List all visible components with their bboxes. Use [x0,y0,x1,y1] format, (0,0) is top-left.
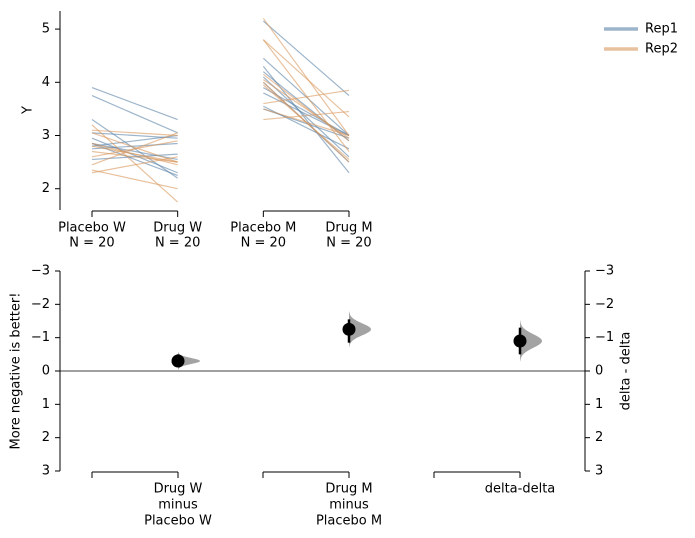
n-label: N = 20 [326,236,371,251]
y-tick-label: 3 [42,464,50,479]
pair-line [263,89,350,105]
x-tick-label: minus [158,498,198,513]
effect-size-point [513,334,527,348]
y-tick-label: 4 [42,75,50,90]
effect-size-point [171,354,185,368]
x-tick-label: Drug M [325,221,372,236]
pair-line [262,73,350,142]
y-tick-label: −3 [31,264,50,279]
pair-line [91,142,178,150]
y2-tick-label: −3 [595,264,614,279]
x-tick-label: Drug W [153,221,202,236]
pair-line [91,87,178,121]
pair-line [91,169,178,190]
pair-line [262,65,350,174]
bottom-y-label: More negative is better! [9,293,24,450]
x-tick-label: delta-delta [485,482,556,497]
bootstrap-distribution [178,352,200,370]
y2-tick-label: 3 [595,464,603,479]
n-label: N = 20 [241,236,286,251]
y2-tick-label: 1 [595,397,603,412]
x-tick-label: Drug M [325,482,372,497]
y-tick-label: −2 [31,297,50,312]
pair-line [263,79,350,139]
top-y-label: Y [21,106,36,115]
x-tick-label: Placebo W [144,514,212,529]
bootstrap-distribution [520,320,542,362]
y2-tick-label: −1 [595,330,614,345]
y2-tick-label: 0 [595,364,603,379]
pair-line [263,108,350,137]
pair-line [91,137,178,174]
pair-line [91,124,179,203]
x-tick-label: Drug W [154,482,203,497]
y-tick-label: 2 [42,430,50,445]
x-tick-label: Placebo M [316,514,382,529]
effect-size-point [342,322,356,336]
pair-line [91,95,178,134]
pair-line [262,18,350,136]
y-tick-label: 2 [42,181,50,196]
x-tick-label: minus [329,498,369,513]
right-y-label: delta - delta [619,332,634,411]
pair-line [91,129,178,137]
pair-line [262,39,350,152]
y-tick-label: 0 [42,364,50,379]
pair-line [262,39,350,118]
y2-tick-label: −2 [595,297,614,312]
pair-line [262,20,350,97]
y2-tick-label: 2 [595,430,603,445]
y-tick-label: 5 [42,22,50,37]
y-tick-label: 3 [42,128,50,143]
legend-label: Rep2 [645,42,678,57]
n-label: N = 20 [155,236,200,251]
pair-line [91,150,178,163]
legend-label: Rep1 [645,22,678,37]
n-label: N = 20 [69,236,114,251]
pair-line [91,145,178,163]
x-tick-label: Placebo W [58,221,126,236]
y-tick-label: 1 [42,397,50,412]
bootstrap-distribution [349,311,371,348]
pair-line [263,110,350,121]
y-tick-label: −1 [31,330,50,345]
pair-line [91,140,178,158]
pair-line [262,76,350,158]
x-tick-label: Placebo M [230,221,296,236]
